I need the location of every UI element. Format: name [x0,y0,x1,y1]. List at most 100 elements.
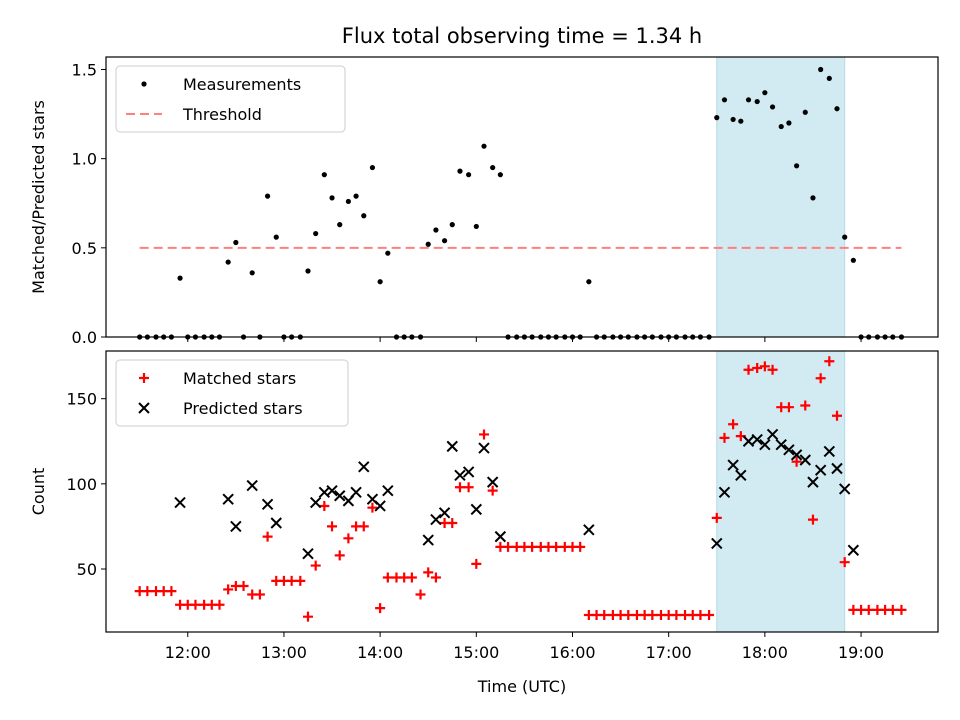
legend-marker [141,81,147,87]
data-point [832,410,843,421]
data-point [762,90,768,96]
legend-label: Matched stars [183,369,296,388]
data-point [786,120,792,126]
data-point [449,222,455,228]
data-point [551,541,562,552]
axes-frame [105,56,939,338]
data-point [246,479,258,492]
data-point [719,432,730,443]
data-point [375,603,386,614]
data-point [334,490,346,502]
y-tick-label: 100 [66,475,97,494]
legend: Measurements Threshold [115,65,346,133]
data-point [850,257,856,263]
data-point [783,402,794,413]
data-point [759,438,771,451]
data-point [326,484,338,497]
data-point [286,575,297,586]
data-point [264,193,271,199]
data-point [174,496,186,509]
data-point [839,557,850,568]
data-point [177,275,183,281]
x-tick-label: 18:00 [742,643,788,662]
data-point [834,106,840,112]
y-tick-label: 0.0 [72,328,97,347]
y-tick-label: 150 [66,390,97,409]
data-point [422,534,434,546]
data-point [462,466,475,478]
data-point [791,456,802,467]
data-point [718,486,731,499]
y-tick-label: 50 [77,560,97,579]
data-point [302,611,313,622]
top-panel: 0.0 0.5 1.0 1.5 Matched/Predicted stars Measu… [29,56,939,347]
x-tick-label: 14:00 [357,643,403,662]
data-point [711,537,723,550]
data-point [350,486,362,499]
data-point [807,514,818,525]
data-point [586,279,592,285]
data-point [385,250,391,256]
data-point [382,572,393,583]
data-point [799,454,811,466]
y-tick-label: 0.5 [72,239,97,258]
data-point [225,259,231,265]
data-point [367,502,378,513]
data-point [647,609,658,620]
data-point [223,584,234,595]
data-point [815,373,826,384]
data-point [775,438,787,451]
legend-box [115,359,349,427]
data-point [447,518,458,529]
data-point [377,279,383,285]
data-point [842,234,848,240]
data-point [309,496,322,509]
data-point [671,609,682,620]
data-point [802,109,808,115]
data-point [599,609,610,620]
data-point [481,143,487,149]
data-point [754,98,760,105]
data-point [310,560,321,571]
data-point [441,238,448,244]
legend-box [115,65,346,133]
x-tick-label: 16:00 [549,643,595,662]
data-point [463,482,474,493]
data-point [490,164,496,171]
data-point [800,400,811,411]
data-point [838,483,851,495]
data-point [728,419,739,430]
data-point [730,116,736,123]
data-point [166,586,177,597]
data-point [486,476,499,488]
data-point [847,544,860,556]
x-tick-label: 12:00 [165,643,211,662]
x-tick-label: 17:00 [646,643,692,662]
data-point [742,435,755,447]
data-point [343,533,354,544]
data-point [345,198,351,205]
data-point [623,609,634,620]
data-point [233,239,239,246]
shaded-region [716,56,846,338]
legend: Matched stars Predicted stars [115,359,349,427]
data-point [358,521,369,532]
y-tick-label: 1.0 [72,150,97,169]
data-point [494,530,507,543]
data-point [575,541,586,552]
data-point [238,581,249,592]
data-point [478,442,490,454]
data-point [471,558,482,569]
data-point [714,115,720,121]
data-point [454,469,466,482]
data-point [273,234,279,240]
data-point [262,531,273,542]
data-point [823,445,836,458]
data-point [415,589,426,600]
data-point [353,193,359,199]
data-point [254,589,265,600]
data-point [794,163,800,169]
data-point [305,268,311,274]
data-point [438,507,451,519]
